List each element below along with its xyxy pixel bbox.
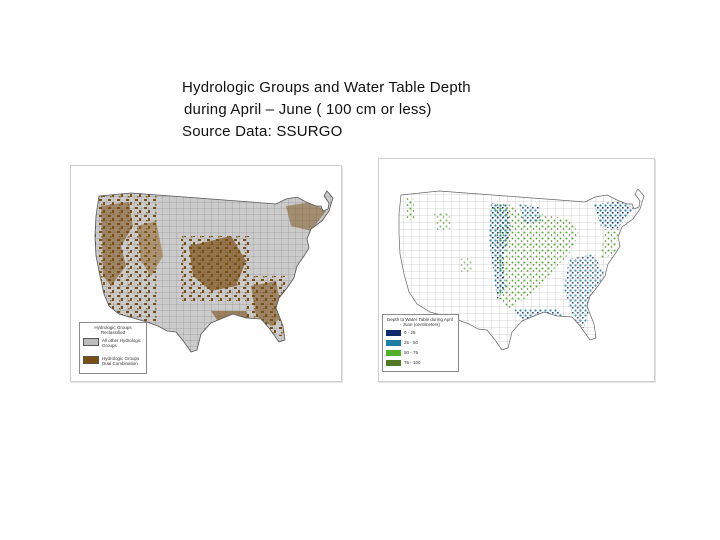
- legend-item: Hydrologic Groups Dual Combination: [83, 356, 146, 366]
- legend-item: 25 - 50: [386, 340, 418, 346]
- legend-title: Depth to Water Table during April - June…: [387, 317, 453, 327]
- legend-item: All other Hydrologic Groups: [83, 338, 146, 348]
- legend-swatch: [83, 338, 99, 346]
- hydrologic-legend: Hydrologic Groups Reclassified All other…: [79, 322, 147, 374]
- legend-item: 50 - 75: [386, 350, 418, 356]
- legend-swatch: [386, 330, 401, 336]
- legend-label: 0 - 25: [404, 330, 416, 335]
- legend-swatch: [83, 356, 99, 364]
- legend-label: 75 - 100: [404, 360, 421, 365]
- legend-label: Hydrologic Groups Dual Combination: [102, 356, 140, 366]
- legend-swatch: [386, 360, 401, 366]
- title-line-1: Hydrologic Groups and Water Table Depth: [182, 79, 471, 96]
- source-line: Source Data: SSURGO: [182, 123, 343, 140]
- water-table-depth-map: Depth to Water Table during April - June…: [378, 158, 655, 382]
- legend-swatch: [386, 340, 401, 346]
- legend-label: 50 - 75: [404, 350, 419, 355]
- hydrologic-groups-map: Hydrologic Groups Reclassified All other…: [70, 165, 342, 382]
- legend-item: 0 - 25: [386, 330, 416, 336]
- legend-title: Hydrologic Groups Reclassified: [94, 325, 132, 335]
- legend-swatch: [386, 350, 401, 356]
- hydrologic-groups-map-graphic: [94, 190, 334, 353]
- legend-label: 25 - 50: [404, 340, 419, 345]
- depth-legend: Depth to Water Table during April - June…: [382, 314, 459, 372]
- slide-title: Hydrologic Groups and Water Table Depth …: [182, 77, 471, 143]
- title-line-2: during April – June ( 100 cm or less): [184, 101, 432, 118]
- legend-item: 75 - 100: [386, 360, 421, 366]
- legend-label: All other Hydrologic Groups: [102, 338, 142, 348]
